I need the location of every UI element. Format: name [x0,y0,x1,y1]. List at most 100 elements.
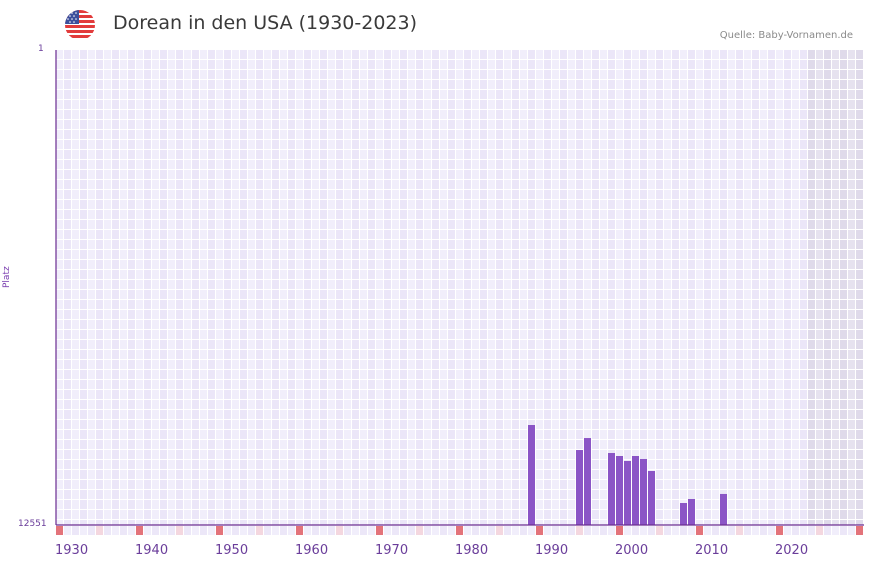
bar-2013[interactable] [720,493,727,525]
year-marker [88,526,95,535]
year-marker [144,526,151,535]
year-marker [392,526,399,535]
year-marker [488,526,495,535]
year-marker [632,526,639,535]
year-marker [72,526,79,535]
year-marker [856,526,863,535]
year-marker [776,526,783,535]
year-marker [592,526,599,535]
year-marker [120,526,127,535]
x-tick-label: 1980 [455,543,489,558]
year-marker [784,526,791,535]
year-marker [376,526,383,535]
year-marker [840,526,847,535]
bar-2002[interactable] [632,456,639,525]
year-marker [312,526,319,535]
year-marker [848,526,855,535]
bar-2001[interactable] [624,460,631,525]
year-marker [384,526,391,535]
y-axis-top-label: 1 [38,44,44,54]
year-marker [496,526,503,535]
year-marker [704,526,711,535]
year-marker [680,526,687,535]
year-marker [600,526,607,535]
year-marker [240,526,247,535]
year-marker [328,526,335,535]
year-marker [160,526,167,535]
year-marker [448,526,455,535]
year-marker [656,526,663,535]
year-marker [64,526,71,535]
year-marker [688,526,695,535]
year-marker [224,526,231,535]
year-marker [216,526,223,535]
year-marker [456,526,463,535]
year-marker [648,526,655,535]
year-marker [464,526,471,535]
year-marker [104,526,111,535]
year-marker [128,526,135,535]
bar-1989[interactable] [528,425,535,525]
year-marker [424,526,431,535]
year-marker [80,526,87,535]
year-marker [360,526,367,535]
year-marker [336,526,343,535]
year-marker [408,526,415,535]
year-marker [368,526,375,535]
year-marker [616,526,623,535]
bar-2009[interactable] [688,498,695,525]
year-marker [544,526,551,535]
x-tick-label: 2010 [695,543,729,558]
year-marker [296,526,303,535]
year-marker [400,526,407,535]
x-tick-label: 1970 [375,543,409,558]
chart-title: Dorean in den USA (1930-2023) [113,12,417,34]
us-flag-icon [65,10,95,40]
x-tick-label: 1990 [535,543,569,558]
year-marker [536,526,543,535]
year-marker [96,526,103,535]
year-marker [728,526,735,535]
year-marker [352,526,359,535]
bar-1996[interactable] [584,438,591,525]
year-marker [552,526,559,535]
year-marker [808,526,815,535]
year-marker [208,526,215,535]
year-marker [744,526,751,535]
bar-2004[interactable] [648,470,655,525]
year-marker [520,526,527,535]
year-marker [288,526,295,535]
bar-2000[interactable] [616,456,623,525]
year-marker [792,526,799,535]
year-marker [608,526,615,535]
bar-1995[interactable] [576,450,583,525]
source-label: Quelle: Baby-Vornamen.de [719,30,853,41]
bar-1999[interactable] [608,453,615,525]
bar-2008[interactable] [680,503,687,525]
year-marker [416,526,423,535]
year-marker [824,526,831,535]
year-marker [176,526,183,535]
year-marker [200,526,207,535]
bar-2003[interactable] [640,458,647,525]
year-marker [624,526,631,535]
x-tick-label: 1940 [135,543,169,558]
year-marker [768,526,775,535]
year-marker [280,526,287,535]
year-marker [112,526,119,535]
year-marker [696,526,703,535]
year-marker [272,526,279,535]
year-marker [256,526,263,535]
year-marker [712,526,719,535]
x-tick-label: 2000 [615,543,649,558]
x-tick-label: 2020 [775,543,809,558]
y-axis-bottom-label: 12551 [18,519,47,529]
year-marker [760,526,767,535]
year-marker [192,526,199,535]
year-marker [560,526,567,535]
year-marker [720,526,727,535]
year-marker [168,526,175,535]
year-marker [432,526,439,535]
year-marker [472,526,479,535]
